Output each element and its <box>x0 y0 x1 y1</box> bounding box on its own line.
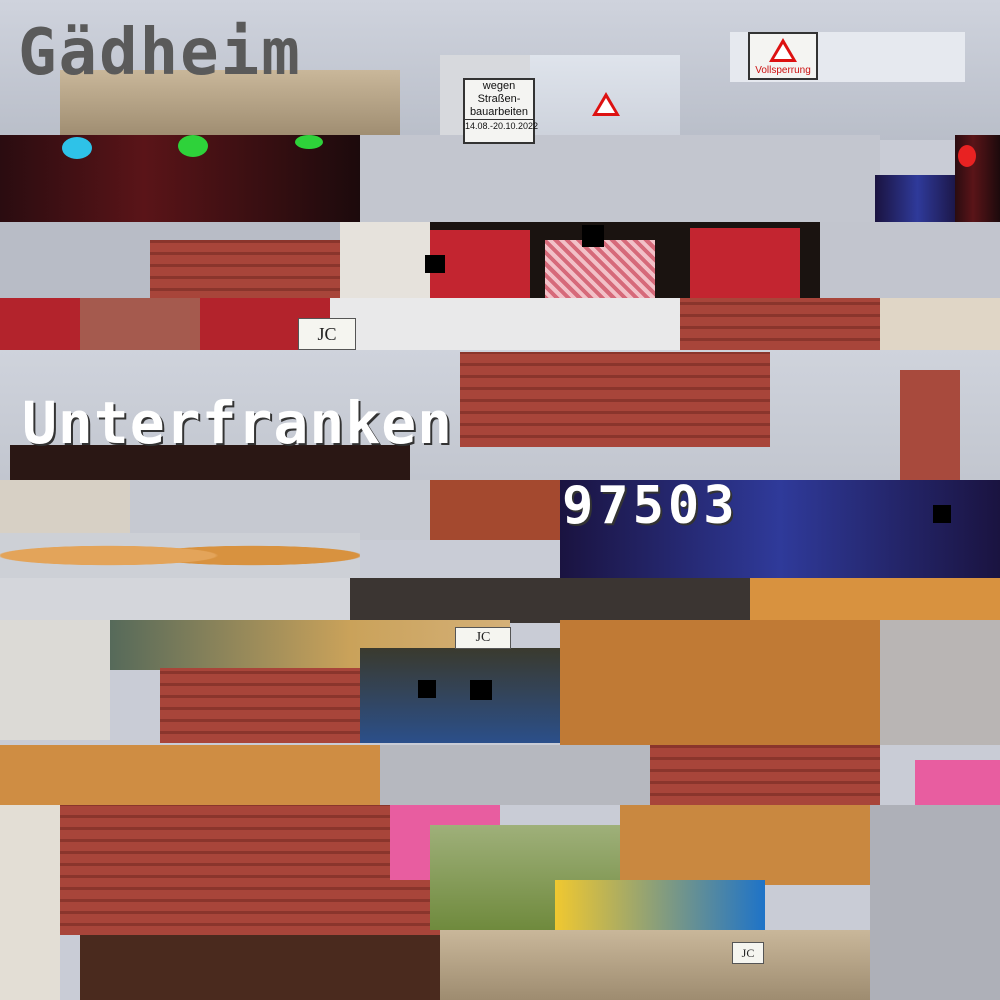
street-houses-bottom <box>440 930 870 1000</box>
stage-light-cyan <box>62 137 92 159</box>
house-wall-left <box>0 805 60 1000</box>
church-tower-photo <box>900 370 960 480</box>
face-censor-block <box>418 680 436 698</box>
place-title: Gädheim <box>18 16 302 90</box>
closure-sign: Vollsperrung <box>748 32 818 80</box>
stage-light-green <box>178 135 208 157</box>
roof-tile-band <box>680 298 880 350</box>
village-houses-photo <box>60 70 400 138</box>
kiosk-pillars-photo <box>80 935 440 1000</box>
photographer-logo: JC <box>455 627 511 649</box>
roof-strip-lower <box>650 745 880 805</box>
postal-code-label: 97503 <box>562 476 739 536</box>
stage-lights-photo <box>875 175 960 225</box>
stage-rig-strip <box>10 445 410 480</box>
face-censor-block <box>933 505 951 523</box>
dancers-legs-photo <box>350 578 750 623</box>
pink-banner-photo <box>915 760 1000 805</box>
window-wall-photo <box>0 620 110 740</box>
checked-shirt-performer <box>545 240 655 300</box>
dance-performance-photo <box>560 480 1000 580</box>
photographer-logo: JC <box>732 942 764 964</box>
roadworks-line-2: Straßen- <box>477 93 521 105</box>
roadworks-sign: wegen Straßen- bauarbeiten 14.08.-20.10.… <box>463 78 539 144</box>
street-building-right <box>870 805 1000 1000</box>
kiosk-roof-large <box>60 805 440 935</box>
face-censor-block <box>470 680 492 700</box>
stage-light-red <box>958 145 976 167</box>
kiosk-roof-photo <box>160 668 360 743</box>
photographer-logo-text: JC <box>741 946 755 960</box>
region-label: Unterfranken <box>22 389 454 457</box>
warning-triangle-icon <box>769 38 797 62</box>
braided-pretzel-photo <box>0 533 360 578</box>
red-jacket-performer <box>430 230 530 300</box>
gray-band-right <box>820 222 1000 300</box>
pretzel-strip-bottom <box>620 805 870 885</box>
tiled-roof-photo <box>150 240 340 300</box>
photographer-logo-text: JC <box>317 324 337 344</box>
large-pretzel-photo <box>560 620 880 745</box>
photographer-logo-text: JC <box>475 630 491 645</box>
building-facade-strip <box>0 578 360 623</box>
pretzel-strip-lower <box>0 745 380 805</box>
red-jacket-performer-2 <box>690 228 800 300</box>
photographer-logo: JC <box>298 318 356 350</box>
face-censor-block <box>425 255 445 273</box>
church-wall-strip <box>0 480 560 540</box>
stage-light-green-2 <box>295 135 323 149</box>
white-trousers-photo <box>880 298 1000 350</box>
pretzel-strip-right <box>750 578 1000 623</box>
face-censor-block <box>582 225 604 247</box>
street-photo-right <box>880 620 1000 745</box>
tower-facade-strip <box>380 745 650 805</box>
church-roof-photo <box>460 352 770 447</box>
closure-label: Vollsperrung <box>755 65 811 76</box>
warning-triangle-icon <box>592 92 620 116</box>
gray-band <box>360 135 880 225</box>
roadworks-line-3: bauarbeiten <box>469 106 529 118</box>
roadworks-dates: 14.08.-20.10.2022 <box>465 119 539 131</box>
crowd-audience-photo <box>360 648 560 743</box>
roadworks-line-1: wegen <box>482 80 516 92</box>
